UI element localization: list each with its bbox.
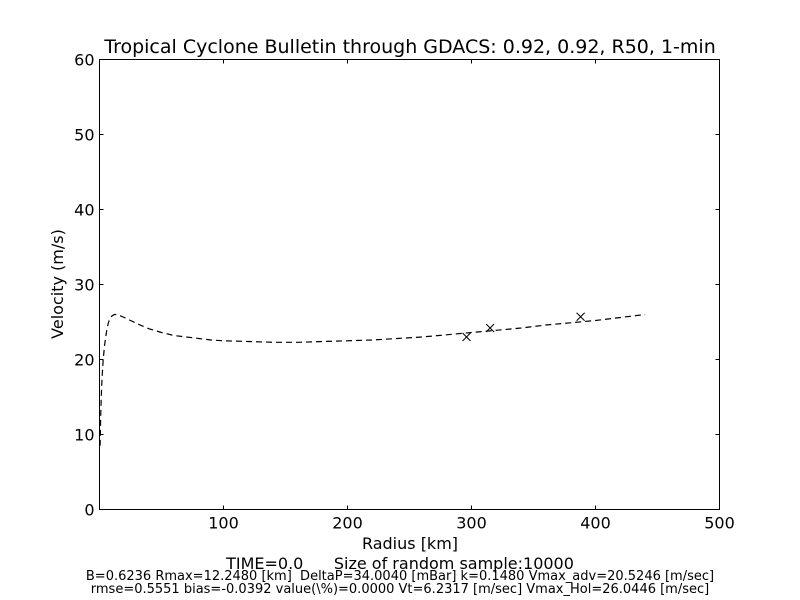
x-tick-label: 500: [704, 514, 735, 533]
model-curve: [99, 313, 646, 446]
footer-stats-line: rmse=0.5551 bias=-0.0392 value(\%)=0.000…: [90, 582, 710, 597]
axis-tick-labels: 100 200 300 400 500 0 10 20 30 40 50 60: [74, 51, 735, 533]
series-layer: [99, 312, 646, 446]
y-tick-label: 30: [74, 276, 94, 295]
y-tick-label: 20: [74, 351, 94, 370]
footer-time-line: TIME=0.0 Size of random sample:10000: [226, 554, 574, 573]
x-tick-label: 400: [580, 514, 611, 533]
observation-marker: [576, 312, 585, 322]
y-axis-label: Velocity (m/s): [48, 229, 67, 339]
observation-marker: [485, 323, 495, 333]
y-tick-label: 10: [74, 426, 94, 445]
axis-ticks: [99, 59, 720, 510]
y-tick-label: 60: [74, 51, 94, 70]
y-tick-label: 0: [84, 501, 94, 520]
x-tick-label: 300: [456, 514, 487, 533]
x-axis-label: Radius [km]: [362, 534, 458, 553]
chart-title: Tropical Cyclone Bulletin through GDACS:…: [103, 36, 716, 58]
x-tick-label: 200: [332, 514, 363, 533]
y-tick-label: 50: [74, 126, 94, 145]
observation-marker: [462, 332, 471, 342]
plot-frame: [99, 59, 720, 510]
y-tick-label: 40: [74, 201, 94, 220]
x-tick-label: 100: [208, 514, 239, 533]
footer-params-line: B=0.6236 Rmax=12.2480 [km] DeltaP=34.004…: [85, 569, 715, 584]
